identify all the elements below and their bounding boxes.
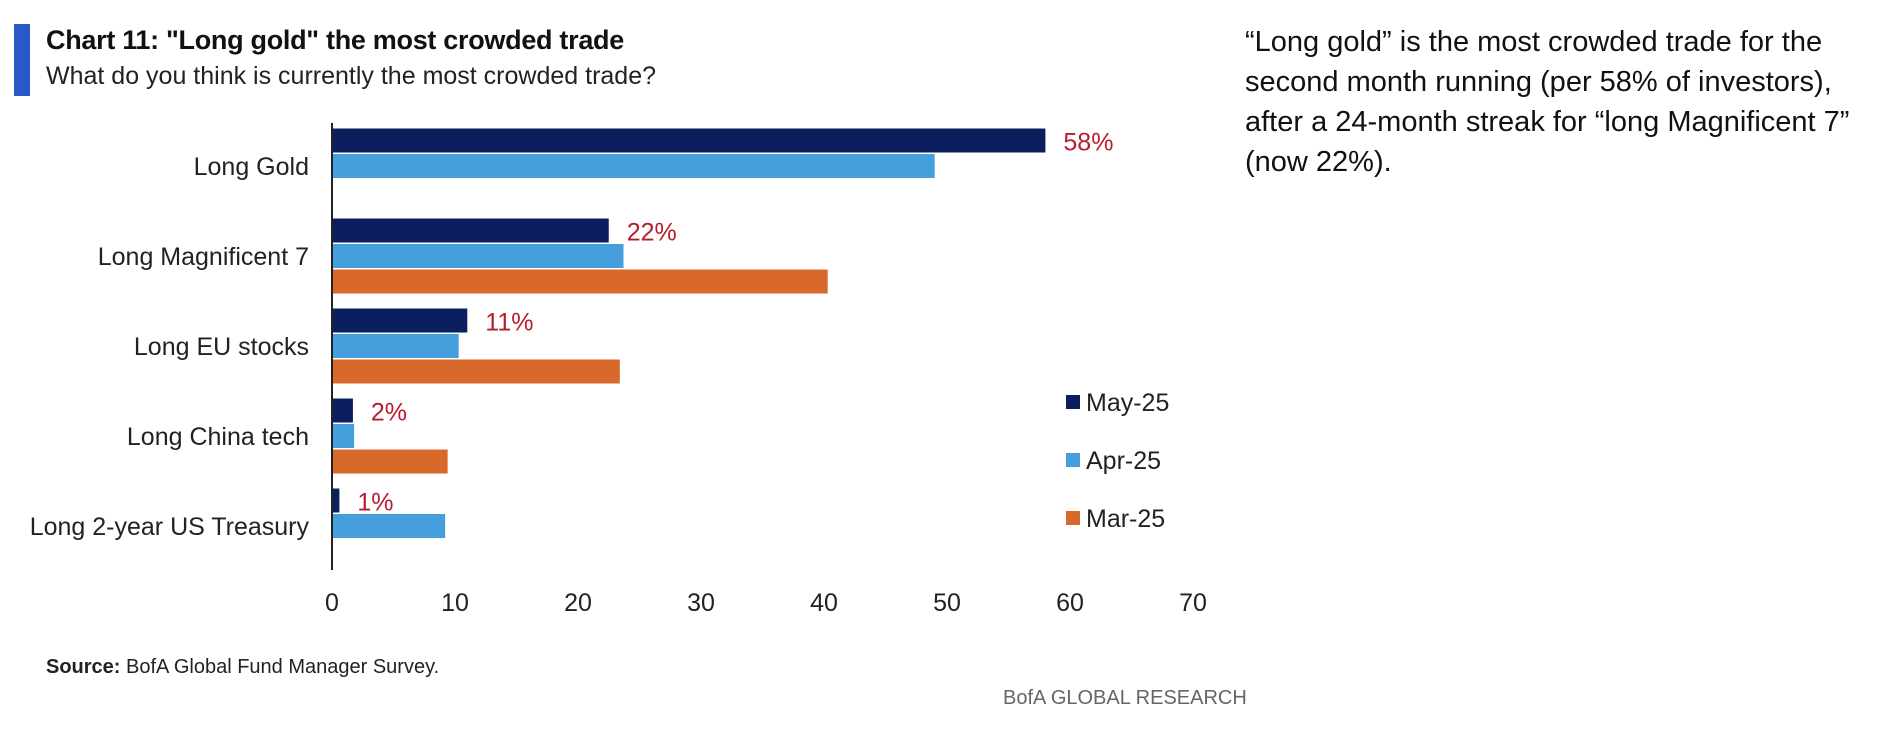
chart-subtitle: What do you think is currently the most … (46, 62, 657, 90)
data-label: 22% (627, 219, 677, 247)
bar-may-25 (332, 398, 353, 423)
data-label: 11% (485, 309, 533, 337)
x-tick-label: 30 (687, 589, 715, 617)
bar-may-25 (332, 218, 609, 243)
footer-brand: BofA GLOBAL RESEARCH (1003, 687, 1247, 709)
bar-mar-25 (332, 449, 448, 474)
x-tick-label: 40 (810, 589, 838, 617)
data-label: 2% (371, 399, 407, 427)
x-tick-label: 50 (933, 589, 961, 617)
source-note: Source: BofA Global Fund Manager Survey. (46, 656, 439, 679)
legend-swatch-mar-25 (1066, 511, 1080, 525)
x-tick-label: 70 (1179, 589, 1207, 617)
source-label: Source: (46, 656, 121, 678)
bar-apr-25 (332, 154, 935, 178)
x-tick-label: 10 (441, 589, 469, 617)
x-tick-label: 0 (325, 589, 339, 617)
category-label: Long China tech (127, 423, 309, 451)
bar-apr-25 (332, 244, 624, 268)
commentary-text: “Long gold” is the most crowded trade fo… (1245, 26, 1850, 178)
legend-label: May-25 (1086, 389, 1169, 417)
bar-may-25 (332, 488, 340, 513)
legend-swatch-may-25 (1066, 395, 1080, 409)
title-accent-bar (14, 24, 30, 96)
bar-mar-25 (332, 269, 828, 294)
bar-mar-25 (332, 359, 620, 384)
bar-chart: Long Gold 58% Long Magnificent 7 22% Long EU… (30, 123, 1207, 617)
x-tick-label: 20 (564, 589, 592, 617)
x-tick-label: 60 (1056, 589, 1084, 617)
chart-title: Chart 11: "Long gold" the most crowded t… (46, 25, 624, 55)
source-text: BofA Global Fund Manager Survey. (120, 656, 440, 678)
bar-may-25 (332, 128, 1046, 153)
data-label: 58% (1063, 129, 1113, 157)
legend-label: Apr-25 (1086, 447, 1161, 475)
bar-may-25 (332, 308, 468, 333)
bar-apr-25 (332, 514, 446, 538)
category-label: Long Gold (194, 153, 309, 181)
data-label: 1% (357, 489, 393, 517)
legend-swatch-apr-25 (1066, 453, 1080, 467)
category-label: Long Magnificent 7 (98, 243, 309, 271)
bar-apr-25 (332, 424, 355, 448)
category-label: Long EU stocks (134, 333, 309, 361)
category-label: Long 2-year US Treasury (30, 513, 310, 541)
bar-apr-25 (332, 334, 459, 358)
legend-label: Mar-25 (1086, 505, 1165, 533)
